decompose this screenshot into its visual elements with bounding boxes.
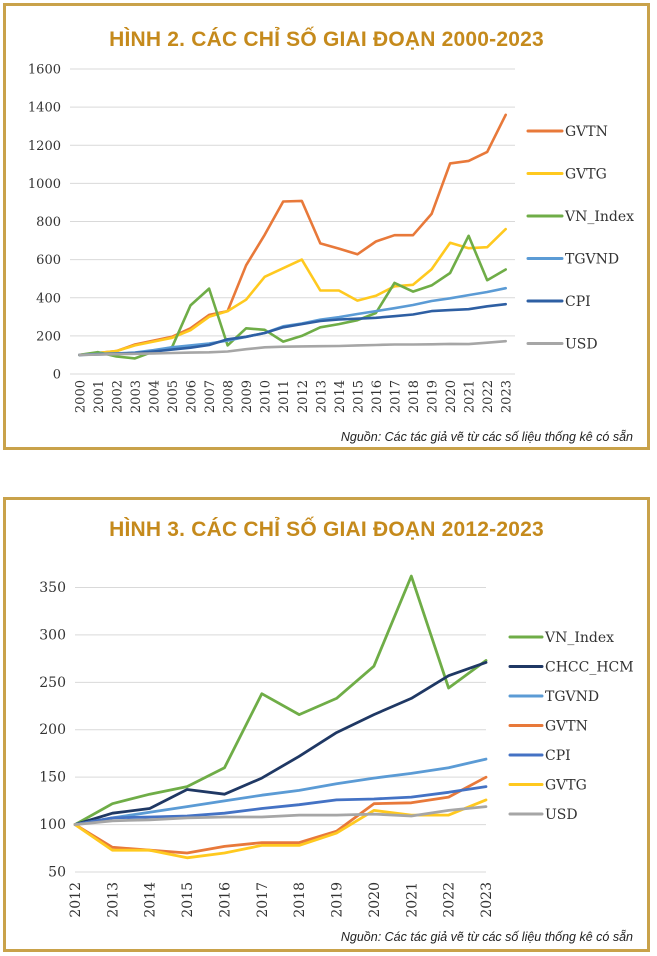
chart2-xtick-label: 2018 xyxy=(407,380,422,413)
chart3-ytick-label: 150 xyxy=(39,770,66,786)
chart3-series-gvtg-line xyxy=(73,798,488,860)
chart2-ytick-label: 200 xyxy=(36,329,61,344)
chart2-xtick-label: 2017 xyxy=(388,380,403,413)
chart3-xtick-label: 2013 xyxy=(105,882,121,918)
chart2-xtick-label: 2008 xyxy=(222,380,237,413)
chart2-xtick-label: 2007 xyxy=(203,380,218,413)
figure-2-title: HÌNH 2. CÁC CHỈ SỐ GIAI ĐOẠN 2000-2023 xyxy=(109,28,544,51)
chart3-xtick-label: 2017 xyxy=(255,882,271,918)
chart2-xtick-label: 2006 xyxy=(185,380,200,413)
figure-3-title: HÌNH 3. CÁC CHỈ SỐ GIAI ĐOẠN 2012-2023 xyxy=(109,518,544,541)
chart2-xtick-label: 2005 xyxy=(166,380,181,413)
chart3-ytick-label: 100 xyxy=(39,817,66,833)
chart2-ytick-label: 400 xyxy=(36,291,61,306)
chart2-ytick-label: 1200 xyxy=(28,139,61,154)
chart3-xtick-label: 2021 xyxy=(404,882,420,918)
chart3-ytick-label: 50 xyxy=(48,865,66,881)
chart2-xtick-label: 2016 xyxy=(370,380,385,413)
chart2-xtick-label: 2023 xyxy=(500,380,515,413)
chart2-ytick-label: 800 xyxy=(36,215,61,230)
chart2-xtick-label: 2002 xyxy=(110,380,125,413)
figure-2-source: Nguồn: Các tác giả vẽ từ các số liệu thố… xyxy=(340,430,633,444)
chart3-xtick-label: 2020 xyxy=(367,882,383,918)
chart2-legend-label-tgvnd: TGVND xyxy=(565,252,619,268)
figure-2-panel: HÌNH 2. CÁC CHỈ SỐ GIAI ĐOẠN 2000-2023 N… xyxy=(3,3,650,450)
chart2-xtick-label: 2019 xyxy=(426,380,441,413)
chart2-legend-label-usd: USD xyxy=(565,337,598,353)
chart2-ytick-label: 0 xyxy=(53,368,61,383)
figure-3-source: Nguồn: Các tác giả vẽ từ các số liệu thố… xyxy=(340,930,633,944)
chart2-xtick-label: 2004 xyxy=(147,380,162,413)
chart3-xtick-label: 2018 xyxy=(292,882,308,918)
chart2-xtick-label: 2020 xyxy=(444,380,459,413)
chart2-ytick-label: 1000 xyxy=(28,177,61,192)
chart3-series-vn_index-line xyxy=(73,574,488,826)
chart2-ytick-label: 1400 xyxy=(28,101,61,116)
chart2-xtick-label: 2013 xyxy=(314,380,329,413)
chart2-xtick-label: 2011 xyxy=(277,380,292,413)
chart3-legend-label-cpi: CPI xyxy=(545,748,571,764)
chart2-xtick-label: 2000 xyxy=(73,380,88,413)
chart2-series-usd-line xyxy=(78,339,508,357)
chart3-xtick-label: 2023 xyxy=(479,882,495,918)
chart3-legend-label-usd: USD xyxy=(545,807,578,823)
chart3-xtick-label: 2022 xyxy=(442,882,458,918)
chart2-series-gvtg-line xyxy=(78,227,508,357)
chart3-ytick-label: 350 xyxy=(39,580,66,596)
chart2-ytick-label: 600 xyxy=(36,253,61,268)
chart2-xtick-label: 2015 xyxy=(351,380,366,413)
chart2-legend-label-cpi: CPI xyxy=(565,294,591,310)
chart2-xtick-label: 2022 xyxy=(481,380,496,413)
chart3-ytick-label: 300 xyxy=(39,627,66,643)
chart3-series-tgvnd-line xyxy=(73,757,488,826)
chart2-series-cpi-line xyxy=(78,302,508,357)
chart3-ytick-label: 200 xyxy=(39,722,66,738)
chart2-legend-label-gvtg: GVTG xyxy=(565,167,607,183)
chart2-xtick-label: 2012 xyxy=(296,380,311,413)
chart2-xtick-label: 2014 xyxy=(333,380,348,413)
chart3-ytick-label: 250 xyxy=(39,675,66,691)
chart3-xtick-label: 2016 xyxy=(217,882,233,918)
chart2-ytick-label: 1600 xyxy=(28,63,61,78)
chart3-series-usd-line xyxy=(73,805,488,826)
chart3-legend-label-tgvnd: TGVND xyxy=(545,689,599,705)
chart2-xtick-label: 2009 xyxy=(240,380,255,413)
chart2-xtick-label: 2003 xyxy=(129,380,144,413)
chart3-legend-label-gvtg: GVTG xyxy=(545,778,587,794)
chart2-legend-label-gvtn: GVTN xyxy=(565,124,608,140)
chart3-legend-label-gvtn: GVTN xyxy=(545,719,588,735)
chart3-xtick-label: 2019 xyxy=(330,882,346,918)
chart2-xtick-label: 2021 xyxy=(463,380,478,413)
chart3-series-cpi-line xyxy=(73,785,488,826)
chart3-legend-label-vn_index: VN_Index xyxy=(544,630,614,646)
chart3-xtick-label: 2014 xyxy=(143,882,159,918)
chart2-legend-label-vn_index: VN_Index xyxy=(564,209,634,225)
chart2-series-gvtn-line xyxy=(78,113,508,357)
chart2-xtick-label: 2001 xyxy=(92,380,107,413)
chart3-legend-label-chcc_hcm: CHCC_HCM xyxy=(545,660,634,676)
chart3-xtick-label: 2015 xyxy=(180,882,196,918)
chart3-xtick-label: 2012 xyxy=(68,882,84,918)
chart2-xtick-label: 2010 xyxy=(259,380,274,413)
chart3-series-chcc_hcm-line xyxy=(73,661,488,826)
